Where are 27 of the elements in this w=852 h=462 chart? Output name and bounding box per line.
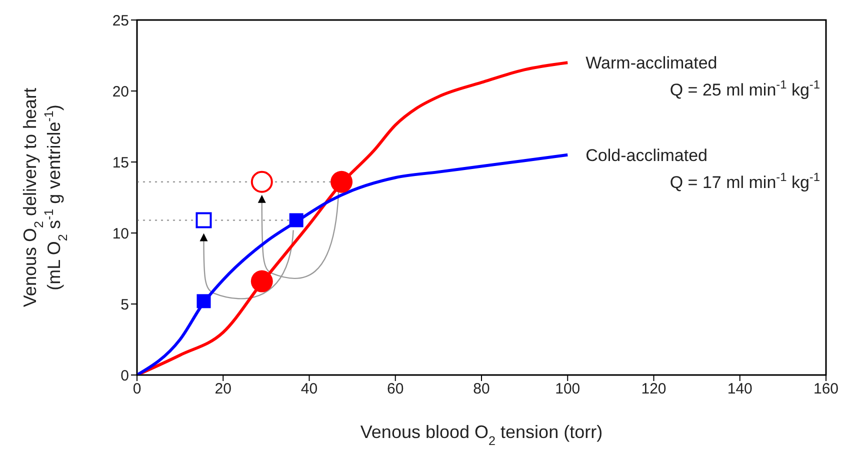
series-label: Warm-acclimated: [586, 54, 718, 73]
x-tick-label: 120: [641, 380, 666, 398]
x-tick-label: 100: [555, 380, 580, 398]
x-tick-label: 140: [727, 380, 752, 398]
x-tick-label: 80: [473, 380, 490, 398]
x-tick-label: 40: [300, 380, 318, 398]
y-tick-label: 15: [112, 154, 129, 172]
series-label: Cold-acclimated: [586, 146, 708, 165]
point: [330, 170, 353, 193]
x-tick-label: 0: [132, 380, 142, 398]
annotation: Q = 17 ml min$^{-1}$ kg$^{-1}$: [670, 170, 820, 192]
point: [250, 270, 273, 292]
y-tick-label: 10: [112, 225, 129, 242]
x-tick-label: 20: [214, 380, 232, 398]
y-tick-label: 20: [112, 83, 129, 100]
point: [196, 294, 211, 308]
point: [196, 212, 212, 228]
annotation: Q = 25 ml min$^{-1}$ kg$^{-1}$: [670, 78, 820, 100]
x-tick-label: 60: [387, 380, 404, 398]
line-series: [137, 153, 570, 375]
y-tick-label: 25: [112, 12, 129, 30]
x-axis-title: Venous blood O$_{2}$ tension (torr): [360, 422, 603, 448]
point: [289, 213, 304, 228]
y-tick-label: 0: [120, 367, 129, 384]
y-tick-label: 5: [120, 296, 129, 314]
point: [250, 170, 273, 193]
x-tick-label: 160: [813, 380, 839, 398]
